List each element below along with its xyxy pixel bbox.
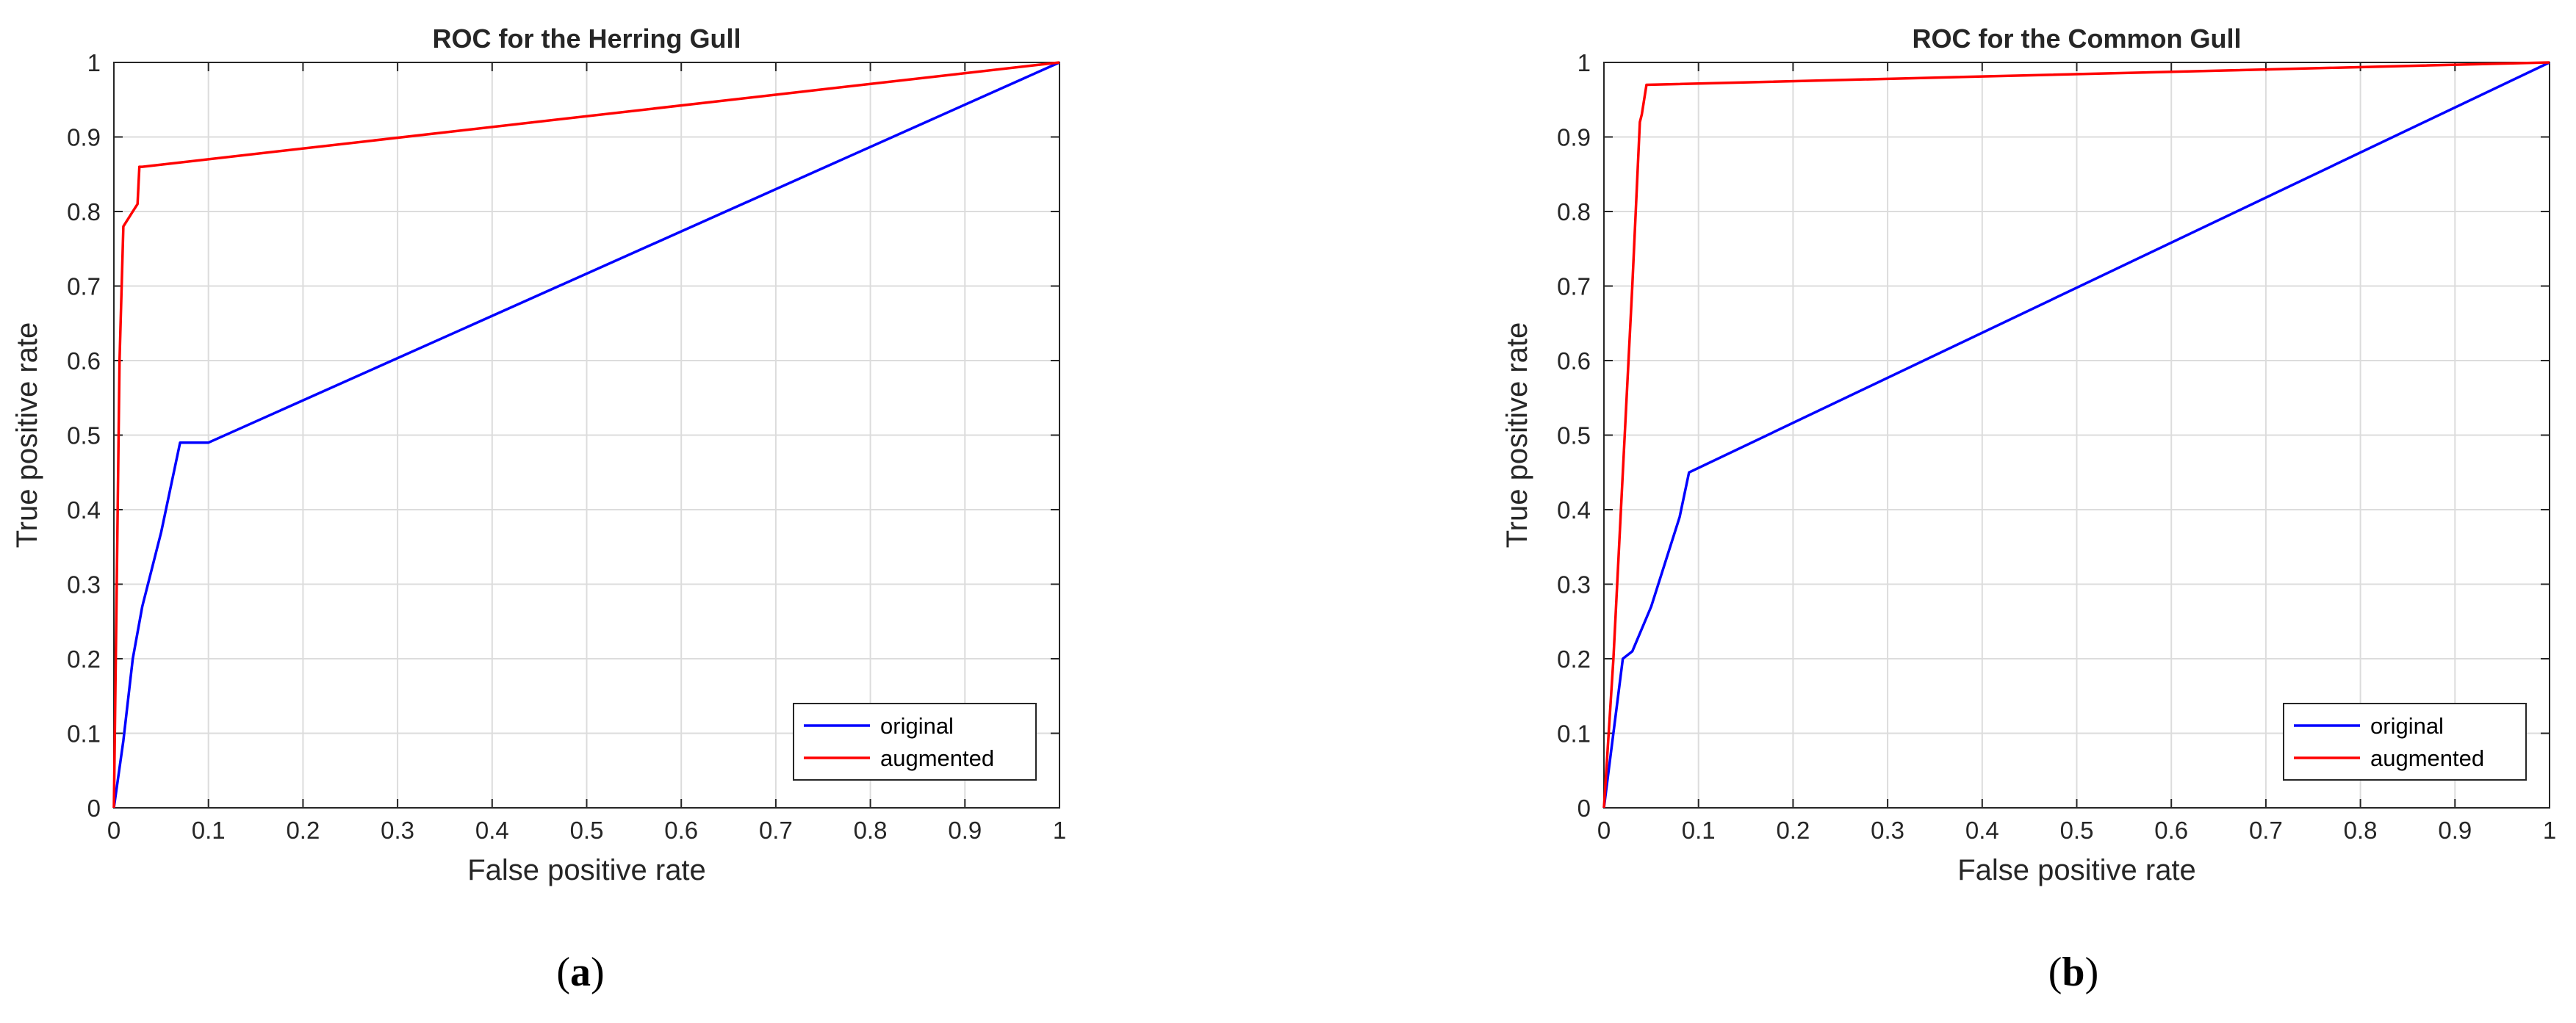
legend-box <box>793 703 1037 781</box>
chart-panel-a: 0 0.1 0.2 0.3 0.4 0.5 0.6 0.7 0.8 0.9 1 0 0.1 0.2 0.3 0… <box>11 24 1066 886</box>
x-tick-label: 0.6 <box>664 817 698 844</box>
y-tick-label: 0.5 <box>1557 422 1591 449</box>
chart-panel-b: 0 0.1 0.2 0.3 0.4 0.5 0.6 0.7 0.8 0.9 1 0 0.1 0.2 0.3 0… <box>1501 24 2556 886</box>
x-tick-label: 0.1 <box>192 817 226 844</box>
legend-box <box>2283 703 2527 781</box>
y-tick-label: 0.4 <box>67 496 101 524</box>
legend-label-original: original <box>880 713 954 739</box>
x-tick-label: 0.3 <box>1871 817 1904 844</box>
x-tick-label: 0.2 <box>286 817 320 844</box>
y-tick-label: 0.2 <box>1557 646 1591 673</box>
y-tick-label: 0.7 <box>67 273 101 300</box>
y-tick-label: 0 <box>87 795 101 822</box>
chart-title: ROC for the Herring Gull <box>432 24 741 54</box>
x-tick-label: 0 <box>1597 817 1611 844</box>
series-line-original <box>1602 61 2550 809</box>
y-tick-label: 0.8 <box>1557 198 1591 225</box>
y-tick-label: 0.9 <box>67 124 101 151</box>
legend-label-original: original <box>2370 713 2444 739</box>
x-tick-label: 0.8 <box>2344 817 2378 844</box>
x-tick-label: 1 <box>1053 817 1066 844</box>
legend: original augmented <box>2283 703 2527 781</box>
y-axis-label: True positive rate <box>11 322 43 549</box>
x-tick-label: 0.9 <box>948 817 982 844</box>
x-tick-label: 0.4 <box>1965 817 1999 844</box>
y-tick-label: 0.5 <box>67 422 101 449</box>
y-axis-label: True positive rate <box>1501 322 1533 549</box>
y-tick-label: 1 <box>1577 49 1591 76</box>
y-tick-label: 0.2 <box>67 646 101 673</box>
y-tick-label: 0.4 <box>1557 496 1591 524</box>
x-axis-label: False positive rate <box>467 854 706 886</box>
x-tick-label: 0.6 <box>2154 817 2188 844</box>
x-tick-label: 0.5 <box>2060 817 2094 844</box>
x-axis-label: False positive rate <box>1957 854 2196 886</box>
legend-label-augmented: augmented <box>2370 745 2484 771</box>
y-tick-label: 1 <box>87 49 101 76</box>
series-line-augmented <box>1602 61 2550 809</box>
y-tick-label: 0 <box>1577 795 1591 822</box>
panel-label-a: (a) <box>556 950 604 995</box>
x-tick-label: 1 <box>2543 817 2556 844</box>
x-tick-label: 0.4 <box>475 817 509 844</box>
x-tick-label: 0 <box>107 817 120 844</box>
y-tick-label: 0.9 <box>1557 124 1591 151</box>
y-tick-label: 0.8 <box>67 198 101 225</box>
x-tick-label: 0.1 <box>1682 817 1716 844</box>
y-tick-label: 0.3 <box>1557 571 1591 599</box>
x-tick-label: 0.9 <box>2438 817 2472 844</box>
x-tick-label: 0.2 <box>1776 817 1810 844</box>
legend: original augmented <box>793 703 1037 781</box>
series-line-augmented <box>112 61 1060 809</box>
y-tick-label: 0.1 <box>67 720 101 748</box>
series-line-original <box>112 61 1060 809</box>
x-tick-label: 0.7 <box>759 817 793 844</box>
y-tick-label: 0.6 <box>67 347 101 375</box>
x-tick-label: 0.5 <box>570 817 604 844</box>
y-tick-label: 0.7 <box>1557 273 1591 300</box>
x-tick-label: 0.8 <box>854 817 888 844</box>
y-tick-label: 0.3 <box>67 571 101 599</box>
x-tick-label: 0.3 <box>381 817 414 844</box>
legend-label-augmented: augmented <box>880 745 994 771</box>
panel-label-b: (b) <box>2048 950 2098 995</box>
y-tick-label: 0.6 <box>1557 347 1591 375</box>
x-tick-label: 0.7 <box>2249 817 2283 844</box>
chart-title: ROC for the Common Gull <box>1913 24 2242 54</box>
y-tick-label: 0.1 <box>1557 720 1591 748</box>
